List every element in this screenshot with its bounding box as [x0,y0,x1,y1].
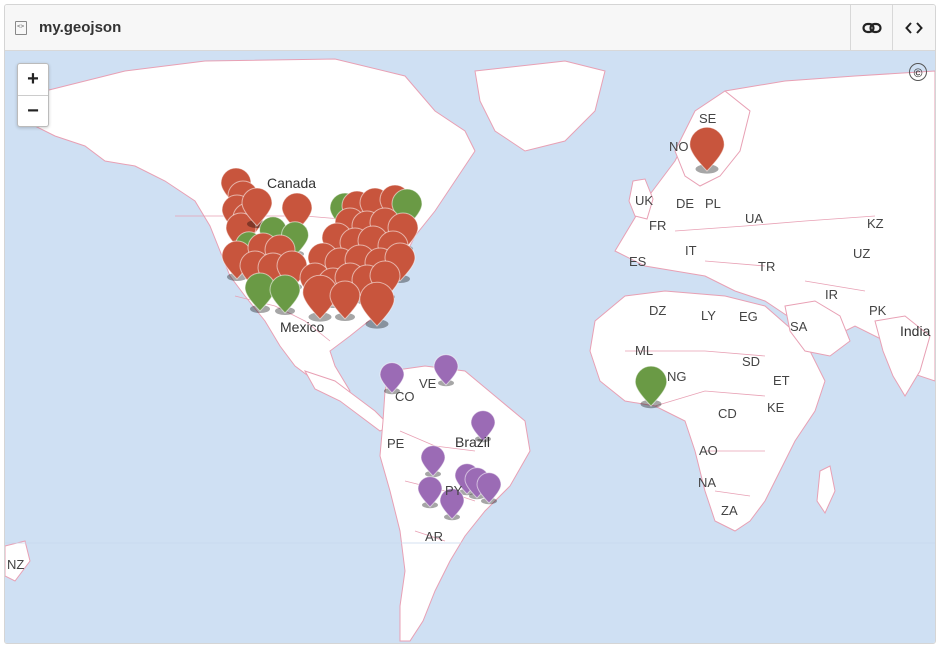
label-dz: DZ [649,303,667,318]
marker-pin [241,187,273,227]
map-marker[interactable] [379,362,405,395]
attribution-button[interactable]: © [909,63,927,81]
marker-pin [281,192,313,232]
india-land [874,315,931,397]
marker-pin [359,281,395,327]
map-marker[interactable] [420,445,446,478]
label-cd: CD [718,406,737,421]
map-canvas[interactable]: Canada Mexico Brazil India SE NO UK DE P… [5,51,935,643]
label-canada: Canada [267,175,317,191]
marker-pin [470,410,496,442]
label-brazil: Brazil [455,434,491,450]
label-uz: UZ [853,246,871,261]
map-marker[interactable] [329,280,361,321]
arabia-land [784,300,851,357]
label-ml: ML [635,343,654,358]
label-ao: AO [699,443,718,458]
view-source-button[interactable] [892,5,935,50]
label-ar: AR [425,529,444,544]
label-py: PY [445,483,463,498]
label-no: NO [669,139,689,154]
marker-pin [634,365,668,407]
label-pe: PE [387,436,405,451]
label-nz: NZ [7,557,25,572]
label-kz: KZ [867,216,884,231]
label-ir: IR [825,287,838,302]
map-marker[interactable] [359,281,395,329]
eurasia-borders [674,215,876,292]
label-sd: SD [742,354,761,369]
uk-land [628,178,654,220]
label-uk: UK [635,193,654,208]
map-marker[interactable] [476,472,502,505]
label-it: IT [685,243,697,258]
label-ng: NG [667,369,687,384]
label-et: ET [773,373,790,388]
map-panel: my.geojson [4,4,936,644]
zoom-in-button[interactable]: + [18,64,48,96]
label-za: ZA [721,503,738,518]
marker-pin [433,354,459,386]
marker-pin [329,280,361,320]
map-marker[interactable] [433,354,459,387]
file-name: my.geojson [39,19,122,36]
label-pl: PL [705,196,721,211]
marker-pin [476,472,502,504]
madagascar-land [816,465,836,515]
marker-pin [269,274,301,314]
link-icon [862,22,882,33]
africa-borders [625,350,766,497]
marker-pin [379,362,405,394]
file-header: my.geojson [5,5,935,51]
label-co: CO [395,389,415,404]
label-ve: VE [419,376,437,391]
label-fr: FR [649,218,667,233]
label-eg: EG [739,309,758,324]
map-marker[interactable] [634,365,668,409]
label-se: SE [699,111,717,126]
label-india: India [900,323,931,339]
label-pk: PK [869,303,887,318]
zoom-control: + − [17,63,49,127]
label-es: ES [629,254,647,269]
map-marker[interactable] [269,274,301,315]
file-code-icon [15,21,27,35]
map-marker[interactable] [417,476,443,509]
marker-pin [420,445,446,477]
label-mexico: Mexico [280,319,325,335]
new-zealand-land [5,540,31,582]
map-marker[interactable] [439,488,465,521]
label-tr: TR [758,259,776,274]
label-de: DE [676,196,695,211]
label-ua: UA [745,211,764,226]
zoom-out-button[interactable]: − [27,100,39,122]
label-sa: SA [790,319,808,334]
label-ly: LY [701,308,716,323]
greenland-land [474,60,606,152]
code-icon [905,21,923,34]
map-marker[interactable] [689,126,725,174]
marker-pin [689,126,725,172]
marker-pin [439,488,465,520]
label-na: NA [698,475,717,490]
marker-layer [220,126,725,521]
marker-pin [417,476,443,508]
permalink-button[interactable] [850,5,893,50]
label-ke: KE [767,400,785,415]
map-marker[interactable] [470,410,496,443]
